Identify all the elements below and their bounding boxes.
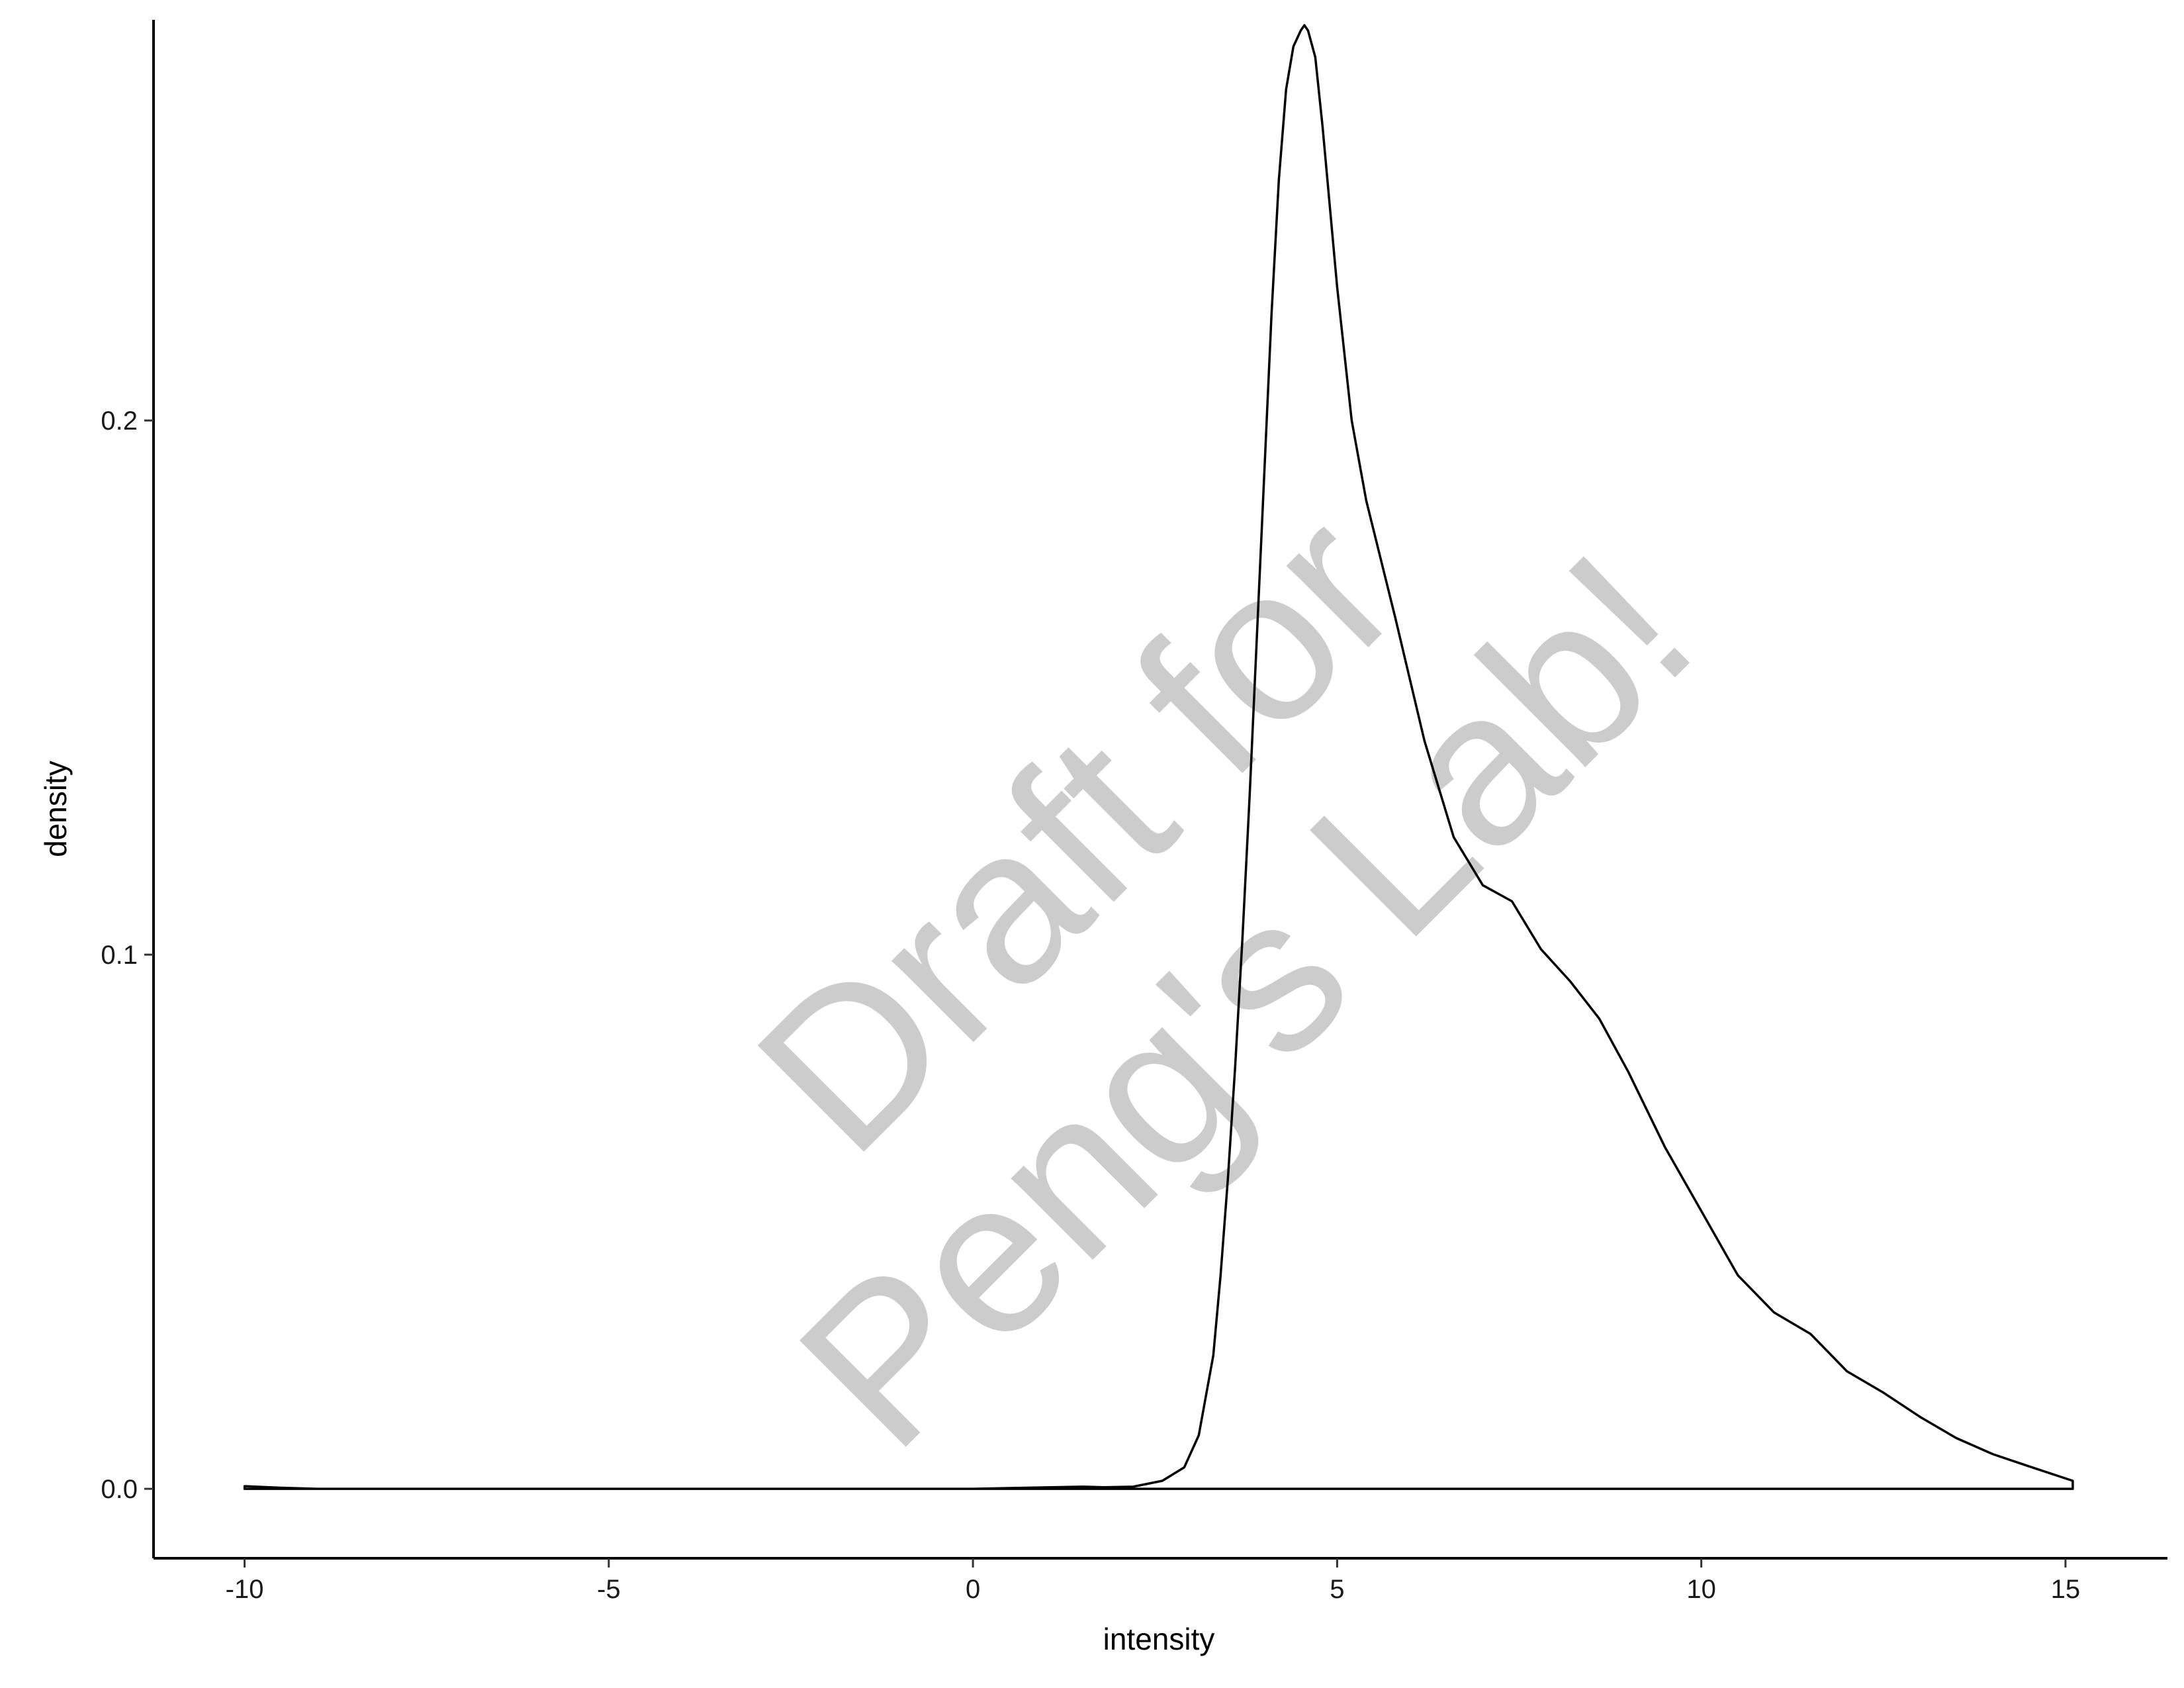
y-tick-label: 0.1 — [101, 941, 138, 970]
y-tick-label: 0.0 — [101, 1475, 138, 1504]
y-axis-title: density — [38, 761, 73, 857]
x-tick-label: 15 — [2051, 1575, 2081, 1604]
x-tick-label: 0 — [966, 1575, 980, 1604]
density-curve — [243, 24, 2074, 1490]
x-axis-title: intensity — [1103, 1622, 1215, 1656]
x-tick-label: -10 — [226, 1575, 264, 1604]
y-tick-label: 0.2 — [101, 406, 138, 436]
x-tick-label: 5 — [1330, 1575, 1344, 1604]
series-layer — [243, 24, 2074, 1490]
x-tick-label: 10 — [1686, 1575, 1716, 1604]
axes: -10 -5 0 5 10 15 0.0 0.1 0.2 — [101, 20, 2167, 1604]
x-tick-label: -5 — [597, 1575, 621, 1604]
